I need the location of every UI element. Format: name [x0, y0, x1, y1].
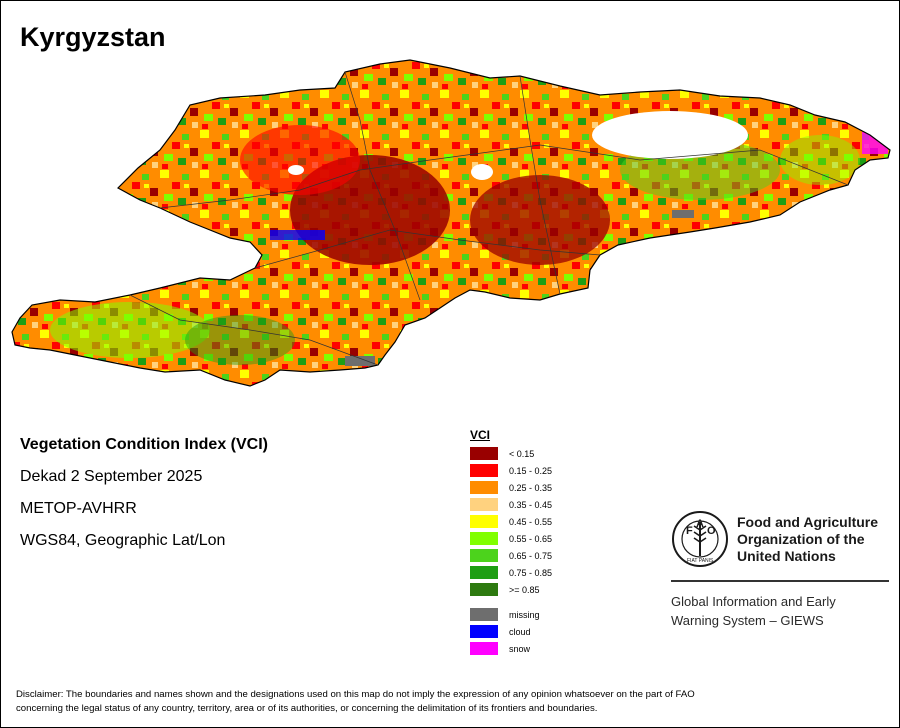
legend-item: >= 0.85 — [470, 581, 552, 598]
fao-name-line2: Organization of the — [737, 530, 865, 547]
sensor-name: METOP-AVHRR — [20, 500, 137, 517]
logo-motto: FIAT PANIS — [687, 558, 714, 564]
giews-line2: Warning System – GIEWS — [671, 613, 824, 628]
legend-label: 0.15 - 0.25 — [509, 465, 553, 476]
legend-label: snow — [509, 643, 531, 654]
legend-label: 0.55 - 0.65 — [509, 533, 553, 544]
legend-label: 0.35 - 0.45 — [509, 499, 553, 510]
legend-item: 0.75 - 0.85 — [470, 564, 552, 581]
fao-block: F A O FIAT PANIS Food and Agriculture Or… — [671, 510, 889, 630]
fao-name: Food and Agriculture Organization of the… — [737, 514, 878, 565]
legend-swatch — [470, 549, 498, 562]
legend-label: 0.45 - 0.55 — [509, 516, 553, 527]
legend-label: 0.65 - 0.75 — [509, 550, 553, 561]
legend-item: 0.25 - 0.35 — [470, 479, 552, 496]
legend-swatch — [470, 498, 498, 511]
legend-swatch — [470, 642, 498, 655]
legend-item: 0.55 - 0.65 — [470, 530, 552, 547]
legend-item-snow: snow — [470, 640, 552, 657]
legend-item: 0.45 - 0.55 — [470, 513, 552, 530]
fao-name-line1: Food and Agriculture — [737, 513, 879, 530]
legend-label: missing — [509, 609, 540, 620]
legend-label: < 0.15 — [509, 448, 535, 459]
legend-swatch — [470, 625, 498, 638]
legend-item: 0.15 - 0.25 — [470, 462, 552, 479]
giews-line1: Global Information and Early — [671, 594, 836, 609]
legend-label: cloud — [509, 626, 531, 637]
logo-letter-a: A — [696, 518, 704, 530]
legend-item: 0.35 - 0.45 — [470, 496, 552, 513]
giews-name: Global Information and Early Warning Sys… — [671, 592, 889, 630]
legend-item: < 0.15 — [470, 445, 552, 462]
projection: WGS84, Geographic Lat/Lon — [20, 532, 226, 549]
disclaimer: Disclaimer: The boundaries and names sho… — [16, 688, 886, 716]
logo-letter-f: F — [686, 525, 693, 537]
legend-label: 0.25 - 0.35 — [509, 482, 553, 493]
map-title: Kyrgyzstan — [20, 22, 166, 52]
legend-swatch — [470, 447, 498, 460]
legend-title: VCI — [470, 428, 491, 442]
legend-swatch — [470, 481, 498, 494]
legend-item: 0.65 - 0.75 — [470, 547, 552, 564]
map-info: Vegetation Condition Index (VCI) Dekad 2… — [20, 434, 268, 562]
fao-divider — [671, 580, 889, 582]
legend-item-missing: missing — [470, 606, 552, 623]
fao-name-line3: United Nations — [737, 547, 836, 564]
vci-legend: VCI < 0.15 0.15 - 0.25 0.25 - 0.35 0.35 … — [470, 428, 552, 657]
logo-letter-o: O — [707, 525, 716, 537]
dekad-date: Dekad 2 September 2025 — [20, 468, 203, 485]
legend-swatch — [470, 608, 498, 621]
index-name: Vegetation Condition Index (VCI) — [20, 436, 268, 453]
legend-swatch — [470, 583, 498, 596]
legend-swatch — [470, 464, 498, 477]
legend-swatch — [470, 532, 498, 545]
disclaimer-line2: concerning the legal status of any count… — [16, 703, 598, 714]
legend-swatch — [470, 566, 498, 579]
vci-map — [11, 59, 891, 387]
legend-label: 0.75 - 0.85 — [509, 567, 553, 578]
legend-swatch — [470, 515, 498, 528]
disclaimer-line1: Disclaimer: The boundaries and names sho… — [16, 689, 695, 700]
fao-logo-icon: F A O FIAT PANIS — [672, 511, 728, 567]
legend-item-cloud: cloud — [470, 623, 552, 640]
legend-label: >= 0.85 — [509, 584, 540, 595]
